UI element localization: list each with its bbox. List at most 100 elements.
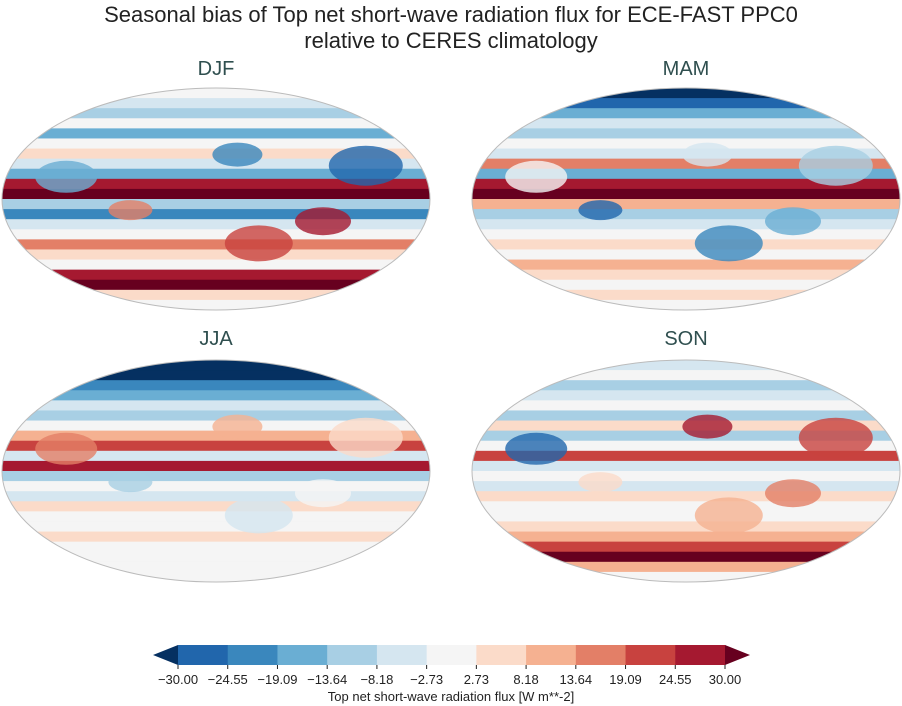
- bias-band: [2, 400, 430, 411]
- bias-band: [472, 491, 900, 502]
- map-djf: [1, 87, 431, 311]
- bias-band: [472, 138, 900, 150]
- bias-band: [472, 128, 900, 139]
- bias-band: [2, 219, 430, 230]
- bias-blob: [212, 142, 263, 167]
- bias-band: [2, 531, 430, 543]
- bias-band: [472, 219, 900, 230]
- bias-band: [2, 209, 430, 220]
- bias-band: [472, 380, 900, 391]
- bias-blob: [35, 432, 98, 465]
- bias-band: [2, 199, 430, 210]
- bias-band: [2, 440, 430, 452]
- bias-band: [2, 430, 430, 442]
- bias-band: [472, 400, 900, 411]
- bias-blob: [295, 479, 351, 508]
- bias-band: [472, 269, 900, 281]
- bias-band: [2, 259, 430, 271]
- bias-band: [2, 491, 430, 502]
- panel-title-djf: DJF: [197, 58, 235, 80]
- bias-band: [472, 259, 900, 271]
- bias-band: [472, 571, 900, 582]
- bias-band: [2, 450, 430, 462]
- bias-blob: [765, 207, 821, 236]
- bias-band: [472, 481, 900, 492]
- bias-band: [472, 460, 900, 472]
- colorbar-tick-label: −24.55: [207, 672, 248, 687]
- colorbar: [153, 645, 750, 669]
- bias-blob: [505, 432, 568, 465]
- bias-band: [2, 521, 430, 533]
- bias-blob: [224, 225, 293, 262]
- bias-blob: [224, 497, 293, 534]
- colorbar-segment: [426, 645, 477, 665]
- colorbar-over-arrow: [725, 645, 750, 665]
- bias-band: [472, 551, 900, 563]
- bias-band: [472, 168, 900, 180]
- colorbar-tick-label: −19.09: [257, 672, 298, 687]
- colorbar-tick-label: 24.55: [658, 672, 692, 687]
- bias-band: [472, 360, 900, 371]
- bias-band: [472, 188, 900, 200]
- colorbar-segment: [376, 645, 428, 665]
- bias-band: [2, 511, 430, 522]
- bias-blob: [108, 200, 153, 221]
- bias-band: [472, 370, 900, 381]
- bias-blob: [35, 160, 98, 193]
- bias-band: [472, 440, 900, 452]
- bias-band: [472, 471, 900, 482]
- bias-band: [472, 178, 900, 190]
- bias-band: [472, 430, 900, 442]
- bias-band: [472, 98, 900, 109]
- map-son: [471, 359, 901, 583]
- bias-band: [472, 239, 900, 250]
- colorbar-label: Top net short-wave radiation flux [W m**…: [327, 689, 575, 704]
- colorbar-tick-label: −8.18: [360, 672, 394, 687]
- bias-band: [2, 98, 430, 109]
- colorbar-segment: [625, 645, 676, 665]
- colorbar-tick-label: 19.09: [609, 672, 642, 687]
- colorbar-tick-label: 8.18: [513, 672, 539, 687]
- bias-band: [472, 88, 900, 99]
- bias-band: [2, 239, 430, 250]
- bias-band: [2, 551, 430, 563]
- bias-band: [2, 168, 430, 180]
- colorbar-segment: [327, 645, 378, 665]
- bias-blob: [328, 145, 403, 186]
- bias-blob: [578, 472, 623, 493]
- bias-band: [2, 501, 430, 512]
- bias-band: [472, 531, 900, 543]
- bias-blob: [682, 414, 733, 439]
- bias-band: [472, 279, 900, 291]
- colorbar-segment: [277, 645, 328, 665]
- bias-band: [2, 249, 430, 261]
- bias-band: [2, 481, 430, 492]
- colorbar-segment: [575, 645, 627, 665]
- colorbar-tick-label: −13.64: [307, 672, 348, 687]
- bias-blob: [328, 417, 403, 458]
- map-jja: [1, 359, 431, 583]
- bias-blob: [765, 479, 821, 508]
- bias-band: [472, 118, 900, 129]
- bias-band: [2, 118, 430, 129]
- bias-band: [472, 199, 900, 210]
- bias-band: [472, 108, 900, 119]
- bias-blob: [505, 160, 568, 193]
- bias-blob: [694, 497, 763, 534]
- bias-band: [2, 561, 430, 573]
- bias-blob: [798, 417, 873, 458]
- bias-band: [472, 299, 900, 310]
- bias-band: [472, 249, 900, 261]
- bias-band: [472, 158, 900, 170]
- bias-band: [2, 188, 430, 200]
- bias-band: [2, 279, 430, 291]
- bias-blob: [682, 142, 733, 167]
- bias-band: [2, 108, 430, 119]
- bias-blob: [295, 207, 351, 236]
- bias-band: [2, 471, 430, 482]
- colorbar-tick-label: 2.73: [463, 672, 490, 687]
- map-outline: [471, 359, 901, 583]
- bias-band: [472, 511, 900, 522]
- colorbar-segment: [526, 645, 577, 665]
